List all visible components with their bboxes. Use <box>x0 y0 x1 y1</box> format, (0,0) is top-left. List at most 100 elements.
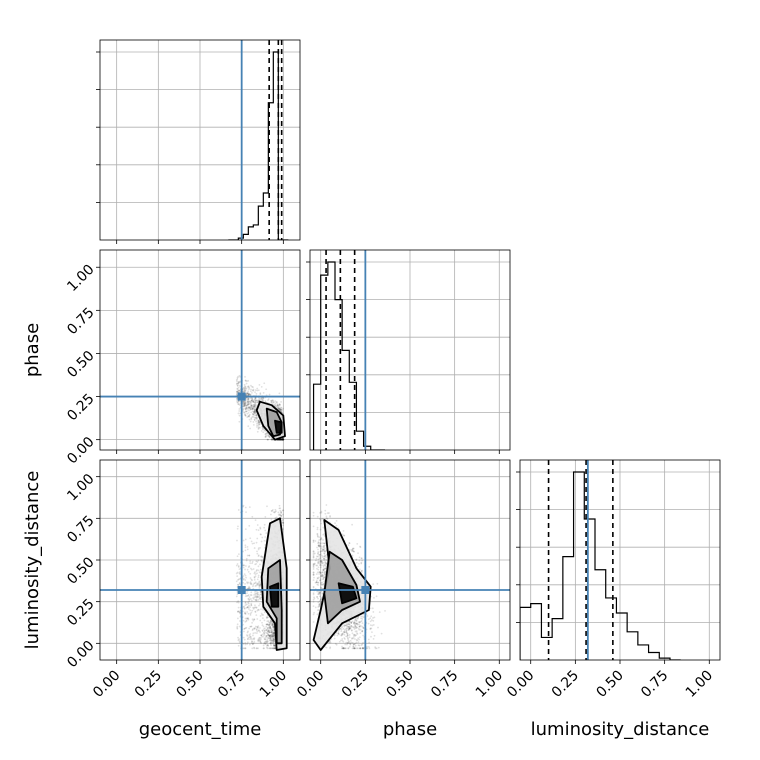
sample-point <box>254 573 257 576</box>
sample-point <box>261 556 264 559</box>
sample-point <box>255 629 258 631</box>
sample-point <box>263 429 266 432</box>
sample-point <box>267 621 270 624</box>
sample-point <box>254 401 257 403</box>
sample-point <box>272 632 275 634</box>
sample-point <box>280 438 282 441</box>
sample-point <box>268 435 271 438</box>
sample-point <box>250 404 253 407</box>
sample-point <box>249 609 252 612</box>
sample-point <box>263 619 266 622</box>
sample-point <box>259 591 262 594</box>
sample-point <box>261 555 264 558</box>
sample-point <box>253 578 256 581</box>
sample-point <box>281 438 284 441</box>
sample-point <box>263 629 266 632</box>
sample-point <box>246 617 249 620</box>
sample-point <box>272 401 275 404</box>
sample-point <box>273 647 276 650</box>
sample-point <box>281 438 284 441</box>
sample-point <box>244 528 247 531</box>
sample-point <box>249 407 251 410</box>
sample-point <box>258 421 261 423</box>
sample-point <box>250 404 252 406</box>
sample-point <box>246 631 249 634</box>
sample-point <box>273 631 275 634</box>
sample-point <box>260 612 263 615</box>
sample-point <box>247 398 250 401</box>
sample-point <box>256 417 258 419</box>
sample-point <box>246 385 249 388</box>
sample-point <box>272 399 274 402</box>
sample-point <box>256 550 258 553</box>
sample-point <box>253 401 256 404</box>
sample-point <box>248 554 251 557</box>
sample-point <box>279 438 282 441</box>
sample-point <box>281 438 284 441</box>
sample-point <box>253 409 256 412</box>
sample-point <box>270 438 273 441</box>
sample-point <box>257 582 260 584</box>
sample-point <box>248 604 250 607</box>
sample-point <box>254 389 257 392</box>
sample-point <box>244 403 247 406</box>
sample-point <box>244 408 247 411</box>
sample-point <box>282 437 285 440</box>
sample-point <box>251 408 254 411</box>
sample-point <box>247 408 249 411</box>
sample-point <box>273 647 276 650</box>
sample-point <box>237 401 239 404</box>
sample-point <box>243 389 246 392</box>
sample-point <box>259 533 262 536</box>
sample-point <box>274 647 276 650</box>
sample-point <box>270 627 273 630</box>
sample-point <box>251 397 253 400</box>
sample-point <box>250 591 253 594</box>
sample-point <box>242 575 245 577</box>
sample-point <box>252 411 255 414</box>
sample-point <box>249 390 252 393</box>
sample-point <box>250 594 253 597</box>
sample-point <box>272 625 275 628</box>
sample-point <box>253 408 256 410</box>
sample-point <box>238 414 241 417</box>
sample-point <box>272 401 275 403</box>
sample-point <box>249 606 251 609</box>
sample-point <box>263 647 265 650</box>
sample-point <box>248 600 250 602</box>
sample-point <box>244 385 247 388</box>
sample-point <box>247 594 249 597</box>
sample-point <box>259 627 261 629</box>
sample-point <box>245 404 248 407</box>
sample-point <box>269 642 272 645</box>
sample-point <box>248 400 251 403</box>
sample-point <box>247 392 249 395</box>
sample-point <box>250 582 253 585</box>
sample-point <box>269 627 272 630</box>
sample-point <box>237 610 239 613</box>
sample-point <box>247 606 249 609</box>
sample-point <box>281 438 284 441</box>
sample-point <box>254 411 257 414</box>
sample-point <box>258 580 261 583</box>
sample-point <box>253 406 256 409</box>
sample-point <box>259 583 262 586</box>
sample-point <box>265 631 267 634</box>
sample-point <box>247 425 250 428</box>
sample-point <box>252 424 255 426</box>
sample-point <box>256 592 258 594</box>
sample-point <box>251 643 254 646</box>
sample-point <box>273 645 275 647</box>
sample-point <box>247 385 250 388</box>
sample-point <box>247 638 249 640</box>
sample-point <box>279 438 282 441</box>
sample-point <box>278 438 281 441</box>
sample-point <box>236 539 238 542</box>
sample-point <box>257 559 260 562</box>
sample-point <box>263 631 265 634</box>
sample-point <box>242 410 244 412</box>
sample-point <box>254 399 257 402</box>
sample-point <box>236 390 239 393</box>
sample-point <box>279 438 282 441</box>
sample-point <box>249 572 252 575</box>
